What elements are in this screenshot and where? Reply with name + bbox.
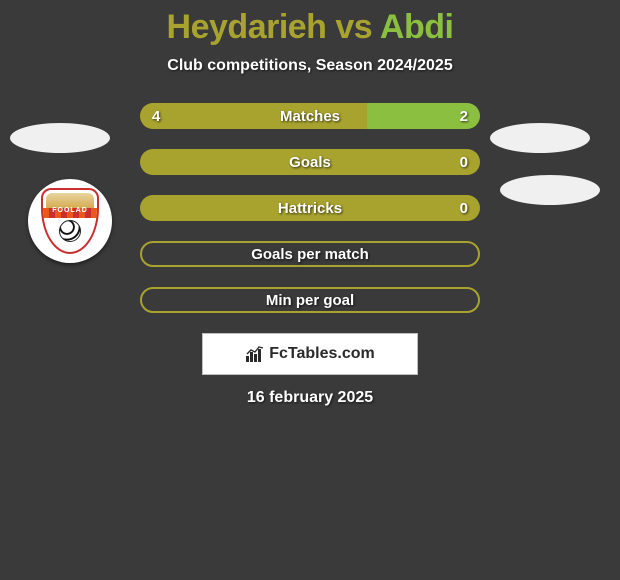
stat-bar: Goals0 — [140, 149, 480, 175]
club-logo-text: FOOLAD — [41, 207, 99, 214]
vs-text: vs — [326, 8, 379, 46]
bar-segment-full — [140, 195, 480, 221]
infographic-root: Heydarieh vs Abdi Club competitions, Sea… — [0, 0, 620, 580]
bar-segment-left — [140, 103, 367, 129]
club-shield-icon: FOOLAD — [41, 188, 99, 254]
brand-box: FcTables.com — [202, 333, 418, 375]
player1-name: Heydarieh — [167, 8, 327, 46]
subtitle: Club competitions, Season 2024/2025 — [0, 57, 620, 75]
date-text: 16 february 2025 — [0, 389, 620, 407]
comparison-bars: Matches42 Goals0 Hattricks0 Goals per match… — [140, 103, 480, 313]
bar-segment-right — [367, 103, 480, 129]
club-logo: FOOLAD — [28, 179, 112, 263]
side-placeholder-ellipse — [490, 123, 590, 153]
stat-bar: Goals per match — [140, 241, 480, 267]
side-placeholder-ellipse — [500, 175, 600, 205]
bar-segment-full — [140, 149, 480, 175]
bar-label: Min per goal — [142, 292, 478, 309]
side-placeholder-ellipse — [10, 123, 110, 153]
bar-chart-icon — [245, 345, 265, 363]
brand-text: FcTables.com — [269, 345, 375, 363]
stat-bar: Matches42 — [140, 103, 480, 129]
player2-name: Abdi — [380, 8, 454, 46]
bar-label: Goals per match — [142, 246, 478, 263]
stat-bar: Min per goal — [140, 287, 480, 313]
headline: Heydarieh vs Abdi — [0, 8, 620, 47]
stat-bar: Hattricks0 — [140, 195, 480, 221]
